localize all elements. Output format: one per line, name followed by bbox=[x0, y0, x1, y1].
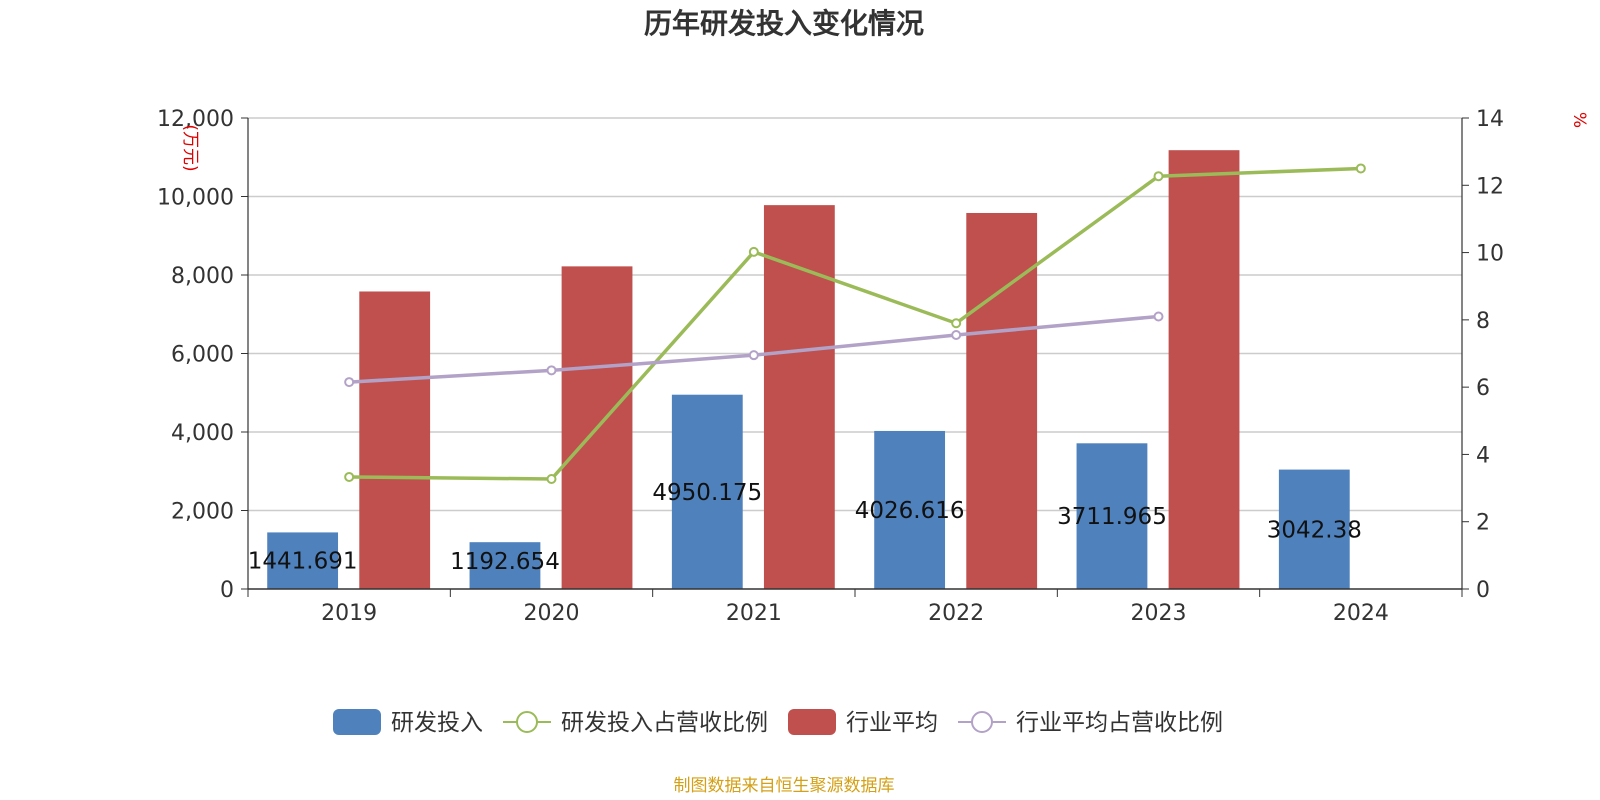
legend: 研发投入 研发投入占营收比例 行业平均 行业平均占营收比例 bbox=[333, 709, 1223, 736]
line-point bbox=[951, 329, 962, 340]
legend-label: 研发投入 bbox=[391, 710, 483, 736]
legend-label: 行业平均占营收比例 bbox=[1016, 710, 1223, 736]
bar-rd-investment bbox=[469, 542, 541, 589]
line-point bbox=[344, 471, 355, 482]
legend-label: 研发投入占营收比例 bbox=[561, 710, 768, 736]
line-point bbox=[748, 350, 759, 361]
x-axis-tick-label: 2020 bbox=[524, 601, 580, 626]
bar-rd-investment bbox=[1076, 443, 1148, 589]
left-axis-tick-label: 6,000 bbox=[171, 343, 234, 368]
right-axis-tick-label: 0 bbox=[1476, 578, 1490, 603]
chart-title: 历年研发投入变化情况 bbox=[644, 7, 924, 40]
axis-layer: 0 2,000 4,000 6,000 8,000 10,000 12,000 0 2 4 6 8 10… bbox=[157, 107, 1504, 626]
right-axis-tick-label: 6 bbox=[1476, 376, 1490, 401]
bar-industry-average bbox=[1168, 150, 1240, 589]
bar-industry-average bbox=[966, 212, 1038, 590]
bar-data-label: 4950.175 bbox=[652, 480, 762, 506]
bar-data-label: 4026.616 bbox=[855, 498, 965, 524]
line-point bbox=[1153, 171, 1164, 182]
bar-data-label: 3042.38 bbox=[1267, 517, 1362, 543]
line-point bbox=[951, 318, 962, 329]
legend-swatch-bar bbox=[333, 709, 381, 735]
right-axis-unit: % bbox=[1569, 112, 1589, 128]
grid-layer bbox=[248, 117, 1462, 512]
line-rd-ratio bbox=[349, 166, 1361, 481]
bar-rd-investment bbox=[874, 430, 946, 589]
bar-layer bbox=[267, 150, 1350, 590]
legend-label: 行业平均 bbox=[846, 710, 938, 736]
right-axis-tick-label: 4 bbox=[1476, 443, 1490, 468]
legend-swatch-bar bbox=[788, 709, 836, 735]
line-point bbox=[748, 246, 759, 257]
bar-industry-average bbox=[763, 205, 835, 589]
left-axis-tick-label: 0 bbox=[220, 578, 234, 603]
line-point bbox=[546, 365, 557, 376]
right-axis-tick-label: 14 bbox=[1476, 107, 1504, 132]
x-axis-tick-label: 2022 bbox=[928, 601, 984, 626]
x-axis-tick-label: 2023 bbox=[1131, 601, 1187, 626]
bar-rd-investment bbox=[267, 532, 339, 589]
bar-data-label: 3711.965 bbox=[1057, 504, 1167, 530]
line-point bbox=[546, 473, 557, 484]
legend-swatch-marker bbox=[971, 711, 993, 733]
bar-rd-investment bbox=[671, 394, 743, 589]
label-layer: 1441.691 1192.654 4950.175 4026.616 3711.965… bbox=[248, 480, 1362, 575]
right-axis-tick-label: 12 bbox=[1476, 174, 1504, 199]
legend-swatch-marker bbox=[516, 711, 538, 733]
right-axis-tick-label: 2 bbox=[1476, 511, 1490, 536]
left-axis-tick-label: 2,000 bbox=[171, 500, 234, 525]
x-axis-tick-label: 2019 bbox=[321, 601, 377, 626]
left-axis-tick-label: 10,000 bbox=[157, 186, 234, 211]
right-axis-tick-label: 8 bbox=[1476, 309, 1490, 334]
line-point bbox=[344, 377, 355, 388]
bar-data-label: 1192.654 bbox=[450, 549, 560, 575]
x-axis-tick-label: 2024 bbox=[1333, 601, 1389, 626]
bar-industry-average bbox=[359, 291, 431, 589]
line-layer bbox=[344, 163, 1366, 484]
right-axis-tick-label: 10 bbox=[1476, 242, 1504, 267]
x-axis-tick-label: 2021 bbox=[726, 601, 782, 626]
left-axis-tick-label: 4,000 bbox=[171, 421, 234, 446]
bar-data-label: 1441.691 bbox=[248, 549, 358, 575]
bar-rd-investment bbox=[1278, 469, 1350, 589]
left-axis-unit: (万元) bbox=[180, 124, 200, 171]
left-axis-tick-label: 12,000 bbox=[157, 107, 234, 132]
source-note: 制图数据来自恒生聚源数据库 bbox=[674, 776, 895, 796]
line-point bbox=[1355, 163, 1366, 174]
left-axis-tick-label: 8,000 bbox=[171, 264, 234, 289]
line-point bbox=[1153, 311, 1164, 322]
